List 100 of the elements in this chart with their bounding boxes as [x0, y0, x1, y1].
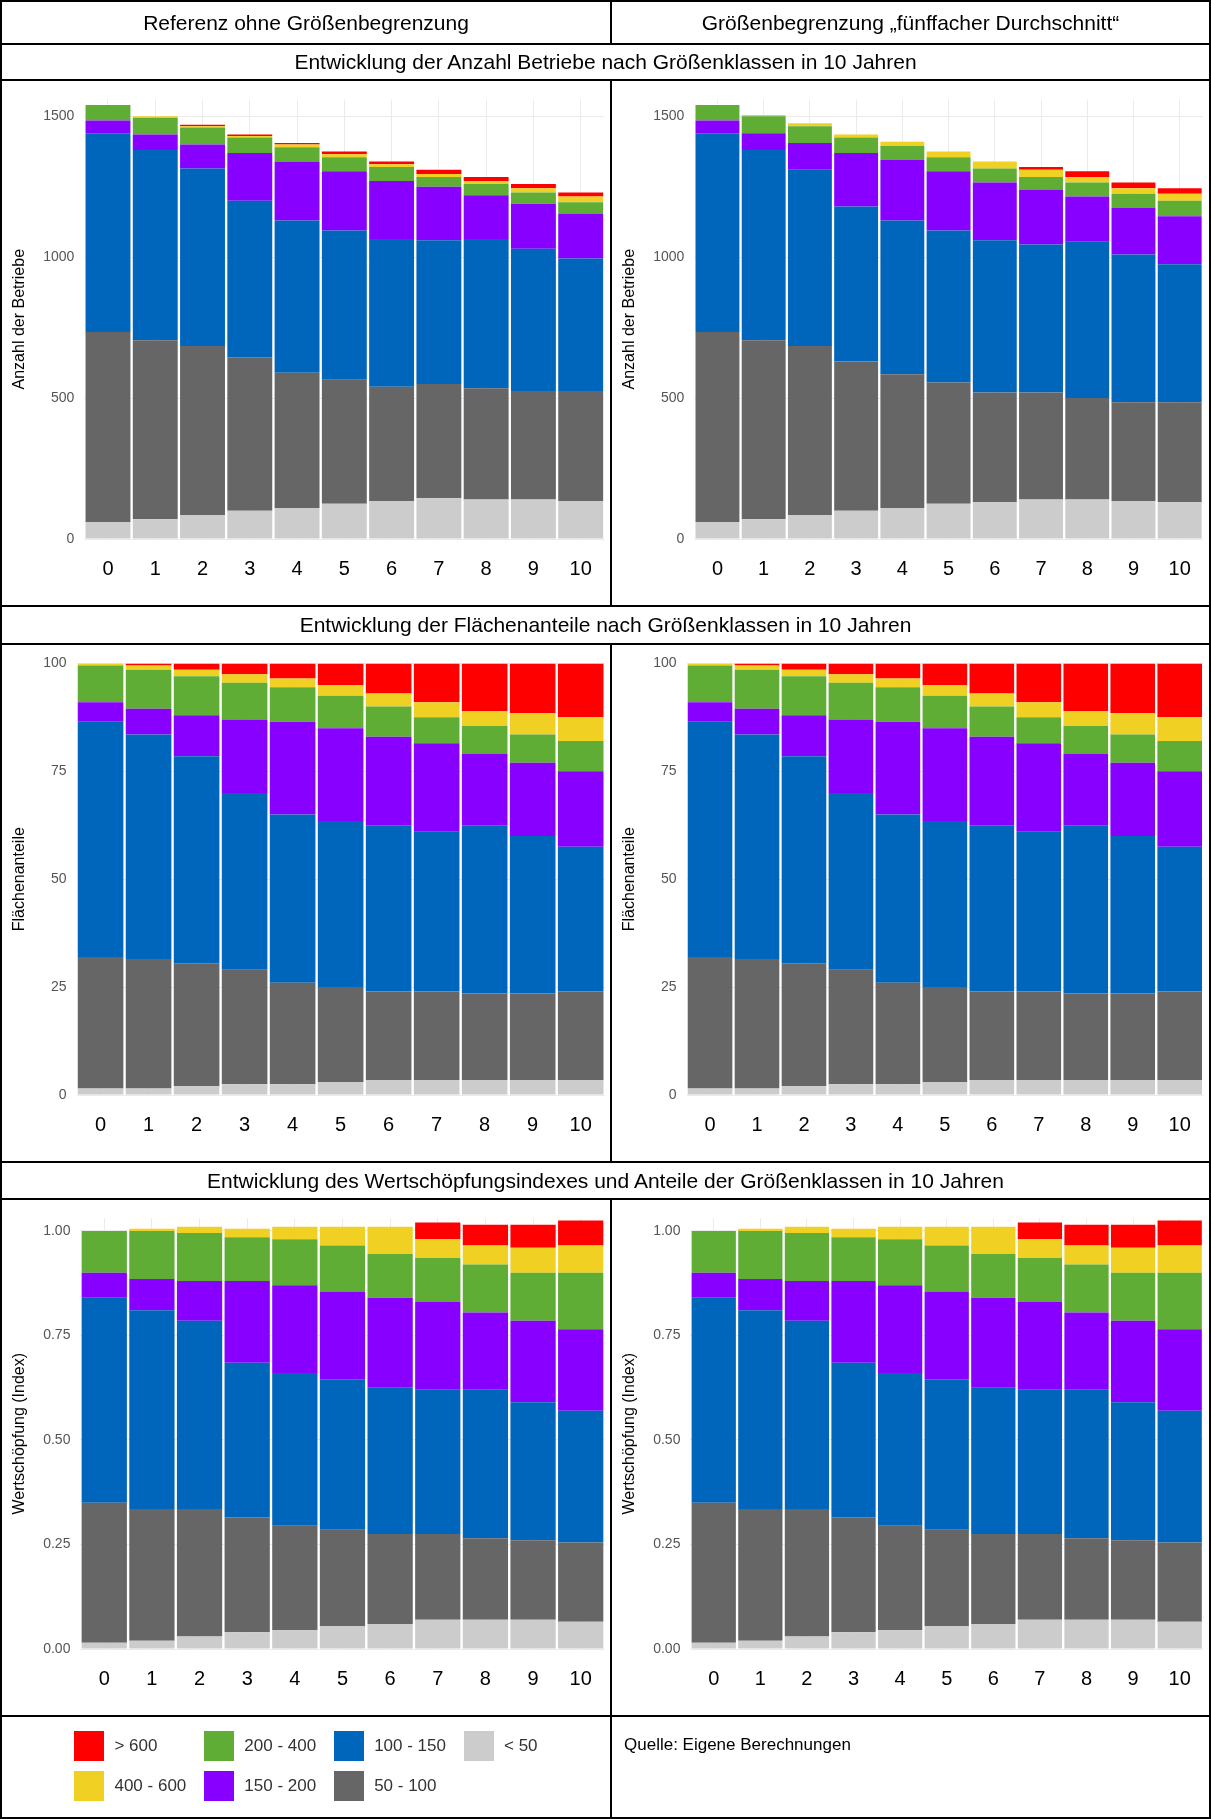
y-tick-label: 500 [660, 388, 685, 405]
x-tick-label: 8 [1081, 556, 1093, 579]
y-tick-label: 100 [653, 654, 677, 671]
x-tick-label: 5 [336, 1666, 349, 1689]
chart-title: Entwicklung der Flächenanteile nach Größenklassen in 10 Jahren [2, 607, 1209, 643]
x-tick-label: 6 [386, 556, 398, 579]
y-tick-label: 0.00 [43, 1639, 71, 1656]
x-tick-label: 1 [758, 556, 770, 579]
y-tick-label: 50 [50, 870, 67, 887]
x-tick-label: 3 [850, 556, 862, 579]
y-axis-title: Wertschöpfung (Index) [620, 1352, 638, 1515]
y-axis-title: Flächenanteile [620, 827, 638, 932]
x-tick-label: 8 [480, 556, 492, 579]
y-tick-label: 1500 [43, 107, 75, 124]
x-tick-label: 9 [1127, 1666, 1139, 1689]
x-tick-label: 7 [431, 1112, 443, 1135]
x-tick-label: 10 [1168, 556, 1191, 579]
x-tick-label: 4 [291, 556, 303, 579]
x-tick-label: 5 [335, 1112, 347, 1135]
y-tick-label: 75 [50, 762, 67, 779]
x-tick-label: 3 [244, 556, 256, 579]
x-tick-label: 2 [196, 556, 209, 579]
x-tick-label: 8 [1080, 1112, 1092, 1135]
y-tick-label: 100 [43, 654, 67, 671]
chart-subtitle: Referenz ohne Größenbegrenzung [2, 2, 610, 43]
x-tick-label: 5 [943, 556, 955, 579]
x-tick-label: 0 [708, 1666, 720, 1689]
x-tick-label: 1 [146, 1666, 158, 1689]
x-tick-label: 6 [986, 1112, 998, 1135]
y-axis-title: Wertschöpfung (Index) [10, 1352, 28, 1515]
x-tick-label: 7 [432, 1666, 444, 1689]
x-tick-label: 4 [287, 1112, 299, 1135]
y-tick-label: 0.25 [653, 1535, 681, 1552]
y-tick-label: 500 [50, 388, 75, 405]
x-tick-label: 6 [987, 1666, 999, 1689]
y-tick-label: 0.25 [43, 1535, 71, 1552]
x-tick-label: 3 [847, 1666, 860, 1689]
x-tick-label: 6 [989, 556, 1001, 579]
x-tick-label: 8 [479, 1112, 491, 1135]
y-tick-label: 0.75 [43, 1326, 71, 1343]
x-tick-label: 1 [751, 1112, 763, 1135]
y-tick-label: 1.00 [653, 1221, 681, 1238]
y-tick-label: 0 [668, 1085, 677, 1102]
chart-title: Entwicklung des Wertschöpfungsindexes und Anteile der Größenklassen in 10 Jahren [2, 1163, 1209, 1198]
x-tick-label: 2 [191, 1112, 203, 1135]
x-tick-label: 8 [1080, 1666, 1093, 1689]
x-tick-label: 1 [143, 1112, 155, 1135]
chart-subtitle: Größenbegrenzung „fünffacher Durchschnitt“ [612, 2, 1209, 43]
x-tick-label: 0 [95, 1112, 107, 1135]
y-axis-title: Anzahl der Betriebe [620, 248, 638, 390]
y-tick-label: 1000 [653, 248, 685, 265]
x-tick-label: 2 [193, 1666, 206, 1689]
x-tick-label: 4 [896, 556, 908, 579]
x-tick-label: 4 [894, 1666, 906, 1689]
y-tick-label: 1.00 [43, 1221, 71, 1238]
x-tick-label: 4 [892, 1112, 904, 1135]
x-tick-label: 2 [804, 556, 816, 579]
x-tick-label: 10 [569, 1666, 592, 1689]
x-tick-label: 8 [479, 1666, 491, 1689]
x-tick-label: 3 [845, 1112, 857, 1135]
legend-label: 200 - 400 [244, 1736, 317, 1756]
x-tick-label: 9 [527, 1666, 539, 1689]
y-tick-label: 1000 [43, 248, 75, 265]
x-tick-label: 10 [569, 556, 592, 579]
y-tick-label: 25 [50, 977, 67, 994]
x-tick-label: 5 [939, 1112, 951, 1135]
x-tick-label: 1 [149, 556, 161, 579]
y-tick-label: 0 [66, 529, 75, 546]
source-note: Quelle: Eigene Berechnungen [623, 1734, 852, 1756]
y-axis-title: Flächenanteile [10, 827, 28, 932]
x-tick-label: 3 [241, 1666, 253, 1689]
x-tick-label: 7 [433, 556, 445, 579]
x-tick-label: 5 [941, 1666, 953, 1689]
y-tick-label: 0.50 [653, 1430, 681, 1447]
y-tick-label: 0 [676, 529, 685, 546]
legend-label: 100 - 150 [374, 1736, 446, 1756]
y-tick-label: 25 [660, 977, 677, 994]
chart-title: Entwicklung der Anzahl Betriebe nach Größenklassen in 10 Jahren [2, 45, 1209, 79]
x-tick-label: 10 [569, 1112, 592, 1135]
y-tick-label: 0.75 [653, 1326, 681, 1343]
legend-label: > 600 [114, 1736, 158, 1756]
y-tick-label: 0.00 [653, 1639, 681, 1656]
x-tick-label: 10 [1168, 1112, 1191, 1135]
x-tick-label: 9 [527, 556, 539, 579]
y-tick-label: 50 [660, 870, 677, 887]
x-tick-label: 0 [704, 1112, 716, 1135]
x-tick-label: 7 [1035, 556, 1047, 579]
y-axis-title: Anzahl der Betriebe [10, 248, 28, 390]
x-tick-label: 7 [1034, 1666, 1046, 1689]
x-tick-label: 6 [383, 1112, 395, 1135]
legend-label: 150 - 200 [244, 1776, 317, 1796]
y-tick-label: 0.50 [43, 1430, 71, 1447]
x-tick-label: 2 [798, 1112, 810, 1135]
x-tick-label: 2 [801, 1666, 813, 1689]
x-tick-label: 4 [289, 1666, 301, 1689]
x-tick-label: 9 [527, 1112, 539, 1135]
y-tick-label: 75 [660, 762, 677, 779]
y-tick-label: 1500 [653, 107, 685, 124]
x-tick-label: 9 [1127, 1112, 1139, 1135]
x-tick-label: 0 [98, 1666, 110, 1689]
